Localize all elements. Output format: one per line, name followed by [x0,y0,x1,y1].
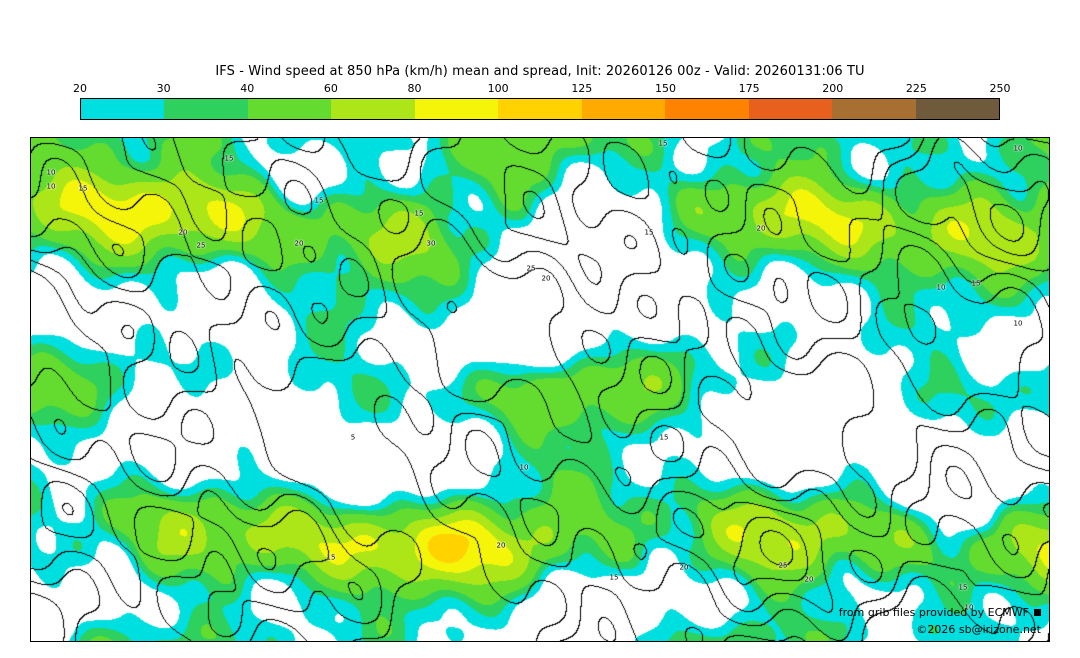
colorbar-segment [331,99,415,119]
colorbar-segment [832,99,916,119]
contour-label: 20 [756,224,766,233]
contour-label: 15 [958,583,968,592]
colorbar: 20 30 40 60 80 100 125 150 175 200 225 250 [73,82,1011,120]
contour-label: 10 [1013,144,1023,153]
colorbar-tick-label: 30 [156,82,171,95]
contour-label: 10 [519,463,529,472]
colorbar-tick-label: 225 [905,82,927,95]
contour-label: 15 [326,553,336,562]
contour-label: 10 [936,283,946,292]
colorbar-tick-label: 20 [73,82,87,95]
contour-label: 20 [679,563,689,572]
credits-source-text: from grib files provided by ECMWF [838,605,1029,619]
colorbar-segment [748,99,833,119]
contour-label: 10 [46,168,56,177]
colorbar-tick-label: 250 [989,82,1011,95]
colorbar-tick-label: 125 [571,82,593,95]
colorbar-tick-label: 40 [240,82,255,95]
contour-label: 10 [1013,319,1023,328]
credits-copyright-line: ©2026 sb@irizone.net [916,622,1041,636]
colorbar-tick-label: 80 [407,82,422,95]
colorbar-tick-label: 175 [738,82,760,95]
contour-label: 20 [294,239,304,248]
colorbar-tick-label: 150 [654,82,676,95]
colorbar-segment [81,99,165,119]
colorbar-tick-label: 200 [822,82,844,95]
contour-label: 15 [224,154,234,163]
contour-label: 25 [196,241,206,250]
colorbar-tick-row: 20 30 40 60 80 100 125 150 175 200 225 250 [73,82,1011,96]
contour-label: 15 [609,573,619,582]
colorbar-scale [80,98,1000,120]
contour-label: 15 [78,184,88,193]
wind-speed-map-canvas [31,138,1049,641]
contour-label: 20 [804,575,814,584]
contour-label: 20 [178,228,188,237]
square-icon [1034,609,1041,617]
contour-label: 25 [778,561,788,570]
contour-label: 20 [496,541,506,550]
contour-label: 25 [526,264,536,273]
contour-label: 15 [414,209,424,218]
colorbar-tick-label: 60 [323,82,338,95]
credits: from grib files provided by ECMWF ©2026 … [839,604,1041,638]
colorbar-segment [915,99,999,119]
contour-label: 20 [541,274,551,283]
contour-label: 5 [350,433,356,442]
credits-source-line: from grib files provided by ECMWF [839,604,1041,621]
colorbar-tick-label: 100 [487,82,509,95]
map-area: 15 10 15 10 15 10 15 15 20 25 20 15 30 20 25 20 10 15 10 5 1… [30,137,1050,642]
colorbar-segment [665,99,749,119]
contour-label: 15 [314,196,324,205]
contour-label: 10 [46,182,56,191]
contour-label: 15 [971,279,981,288]
contour-label: 30 [426,239,436,248]
contour-label: 15 [658,139,668,148]
colorbar-segment [414,99,499,119]
contour-label: 15 [644,228,654,237]
colorbar-segment [498,99,582,119]
colorbar-segment [247,99,332,119]
page-title: IFS - Wind speed at 850 hPa (km/h) mean … [215,64,865,79]
colorbar-segment [581,99,666,119]
contour-label: 15 [659,433,669,442]
colorbar-segment [164,99,248,119]
contour-label: 10 [964,603,974,612]
